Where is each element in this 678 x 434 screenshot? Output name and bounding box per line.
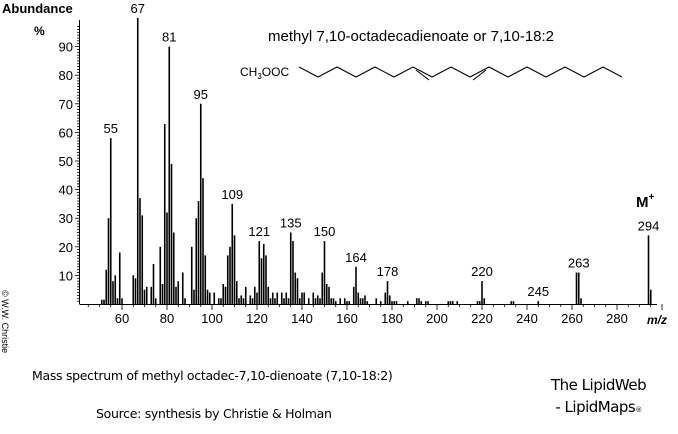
structure-diagram: CH3OOC [240, 65, 623, 81]
peak-label: 245 [527, 284, 549, 299]
spectrum-bars [100, 18, 652, 304]
x-tick-label: 220 [471, 311, 493, 326]
x-tick-label: 100 [201, 311, 223, 326]
y-tick-label: 50 [59, 154, 73, 169]
brand-logo: The LipidWeb - LipidMaps® [551, 374, 647, 421]
brand-line-2: - LipidMaps® [555, 398, 642, 416]
peak-label: 55 [104, 121, 118, 136]
peak-label: 67 [131, 1, 145, 16]
chart-title: methyl 7,10-octadecadienoate or 7,10-18:… [268, 28, 554, 45]
peak-label: 178 [377, 264, 399, 279]
x-tick-label: 280 [606, 311, 628, 326]
peak-label: 294 [638, 218, 660, 233]
y-tick-label: 40 [59, 183, 73, 198]
peak-label: 164 [345, 250, 367, 265]
peak-label: 263 [568, 256, 590, 271]
y-axis-unit: % [34, 24, 45, 38]
peak-label: 121 [248, 224, 270, 239]
y-tick-label: 20 [59, 240, 73, 255]
peak-label: 150 [314, 224, 336, 239]
y-tick-label: 30 [59, 211, 73, 226]
x-tick-label: 180 [381, 311, 403, 326]
x-tick-label: 120 [246, 311, 268, 326]
peak-label: 95 [194, 87, 208, 102]
x-tick-label: 60 [115, 311, 129, 326]
structure-label: CH3OOC [240, 65, 289, 81]
x-axis-label: m/z [647, 313, 667, 327]
x-tick-label: 260 [561, 311, 583, 326]
x-tick-label: 240 [516, 311, 538, 326]
y-tick-label: 10 [59, 268, 73, 283]
x-tick-label: 160 [336, 311, 358, 326]
peak-label: 109 [221, 187, 243, 202]
y-axis-label: Abundance [2, 1, 73, 16]
molecular-ion-label: M+ [636, 192, 655, 211]
x-tick-label: 200 [426, 311, 448, 326]
peak-label: 81 [162, 30, 176, 45]
peak-label: 135 [280, 216, 302, 231]
peak-label: 220 [471, 264, 493, 279]
y-tick-label: 60 [59, 125, 73, 140]
brand-line-1: The LipidWeb [551, 376, 647, 394]
peak-labels: 55 67 81 95 109 121 135 150 164 178 220 245 263 294 [104, 1, 660, 299]
y-tick-label: 80 [59, 68, 73, 83]
figure-caption: Mass spectrum of methyl octadec-7,10-die… [32, 368, 393, 383]
mass-spectrum-chart: 10 20 30 40 50 60 70 80 90 60 80 100 120 140 160 180 200… [2, 1, 667, 327]
axes: 10 20 30 40 50 60 70 80 90 60 80 100 120 140 160 180 200… [59, 20, 663, 326]
source-caption: Source: synthesis by Christie & Holman [96, 406, 332, 421]
x-tick-label: 80 [160, 311, 174, 326]
y-tick-label: 70 [59, 97, 73, 112]
y-tick-label: 90 [59, 40, 73, 55]
copyright-notice: © W.W. Christie [0, 290, 10, 354]
x-tick-label: 140 [291, 311, 313, 326]
